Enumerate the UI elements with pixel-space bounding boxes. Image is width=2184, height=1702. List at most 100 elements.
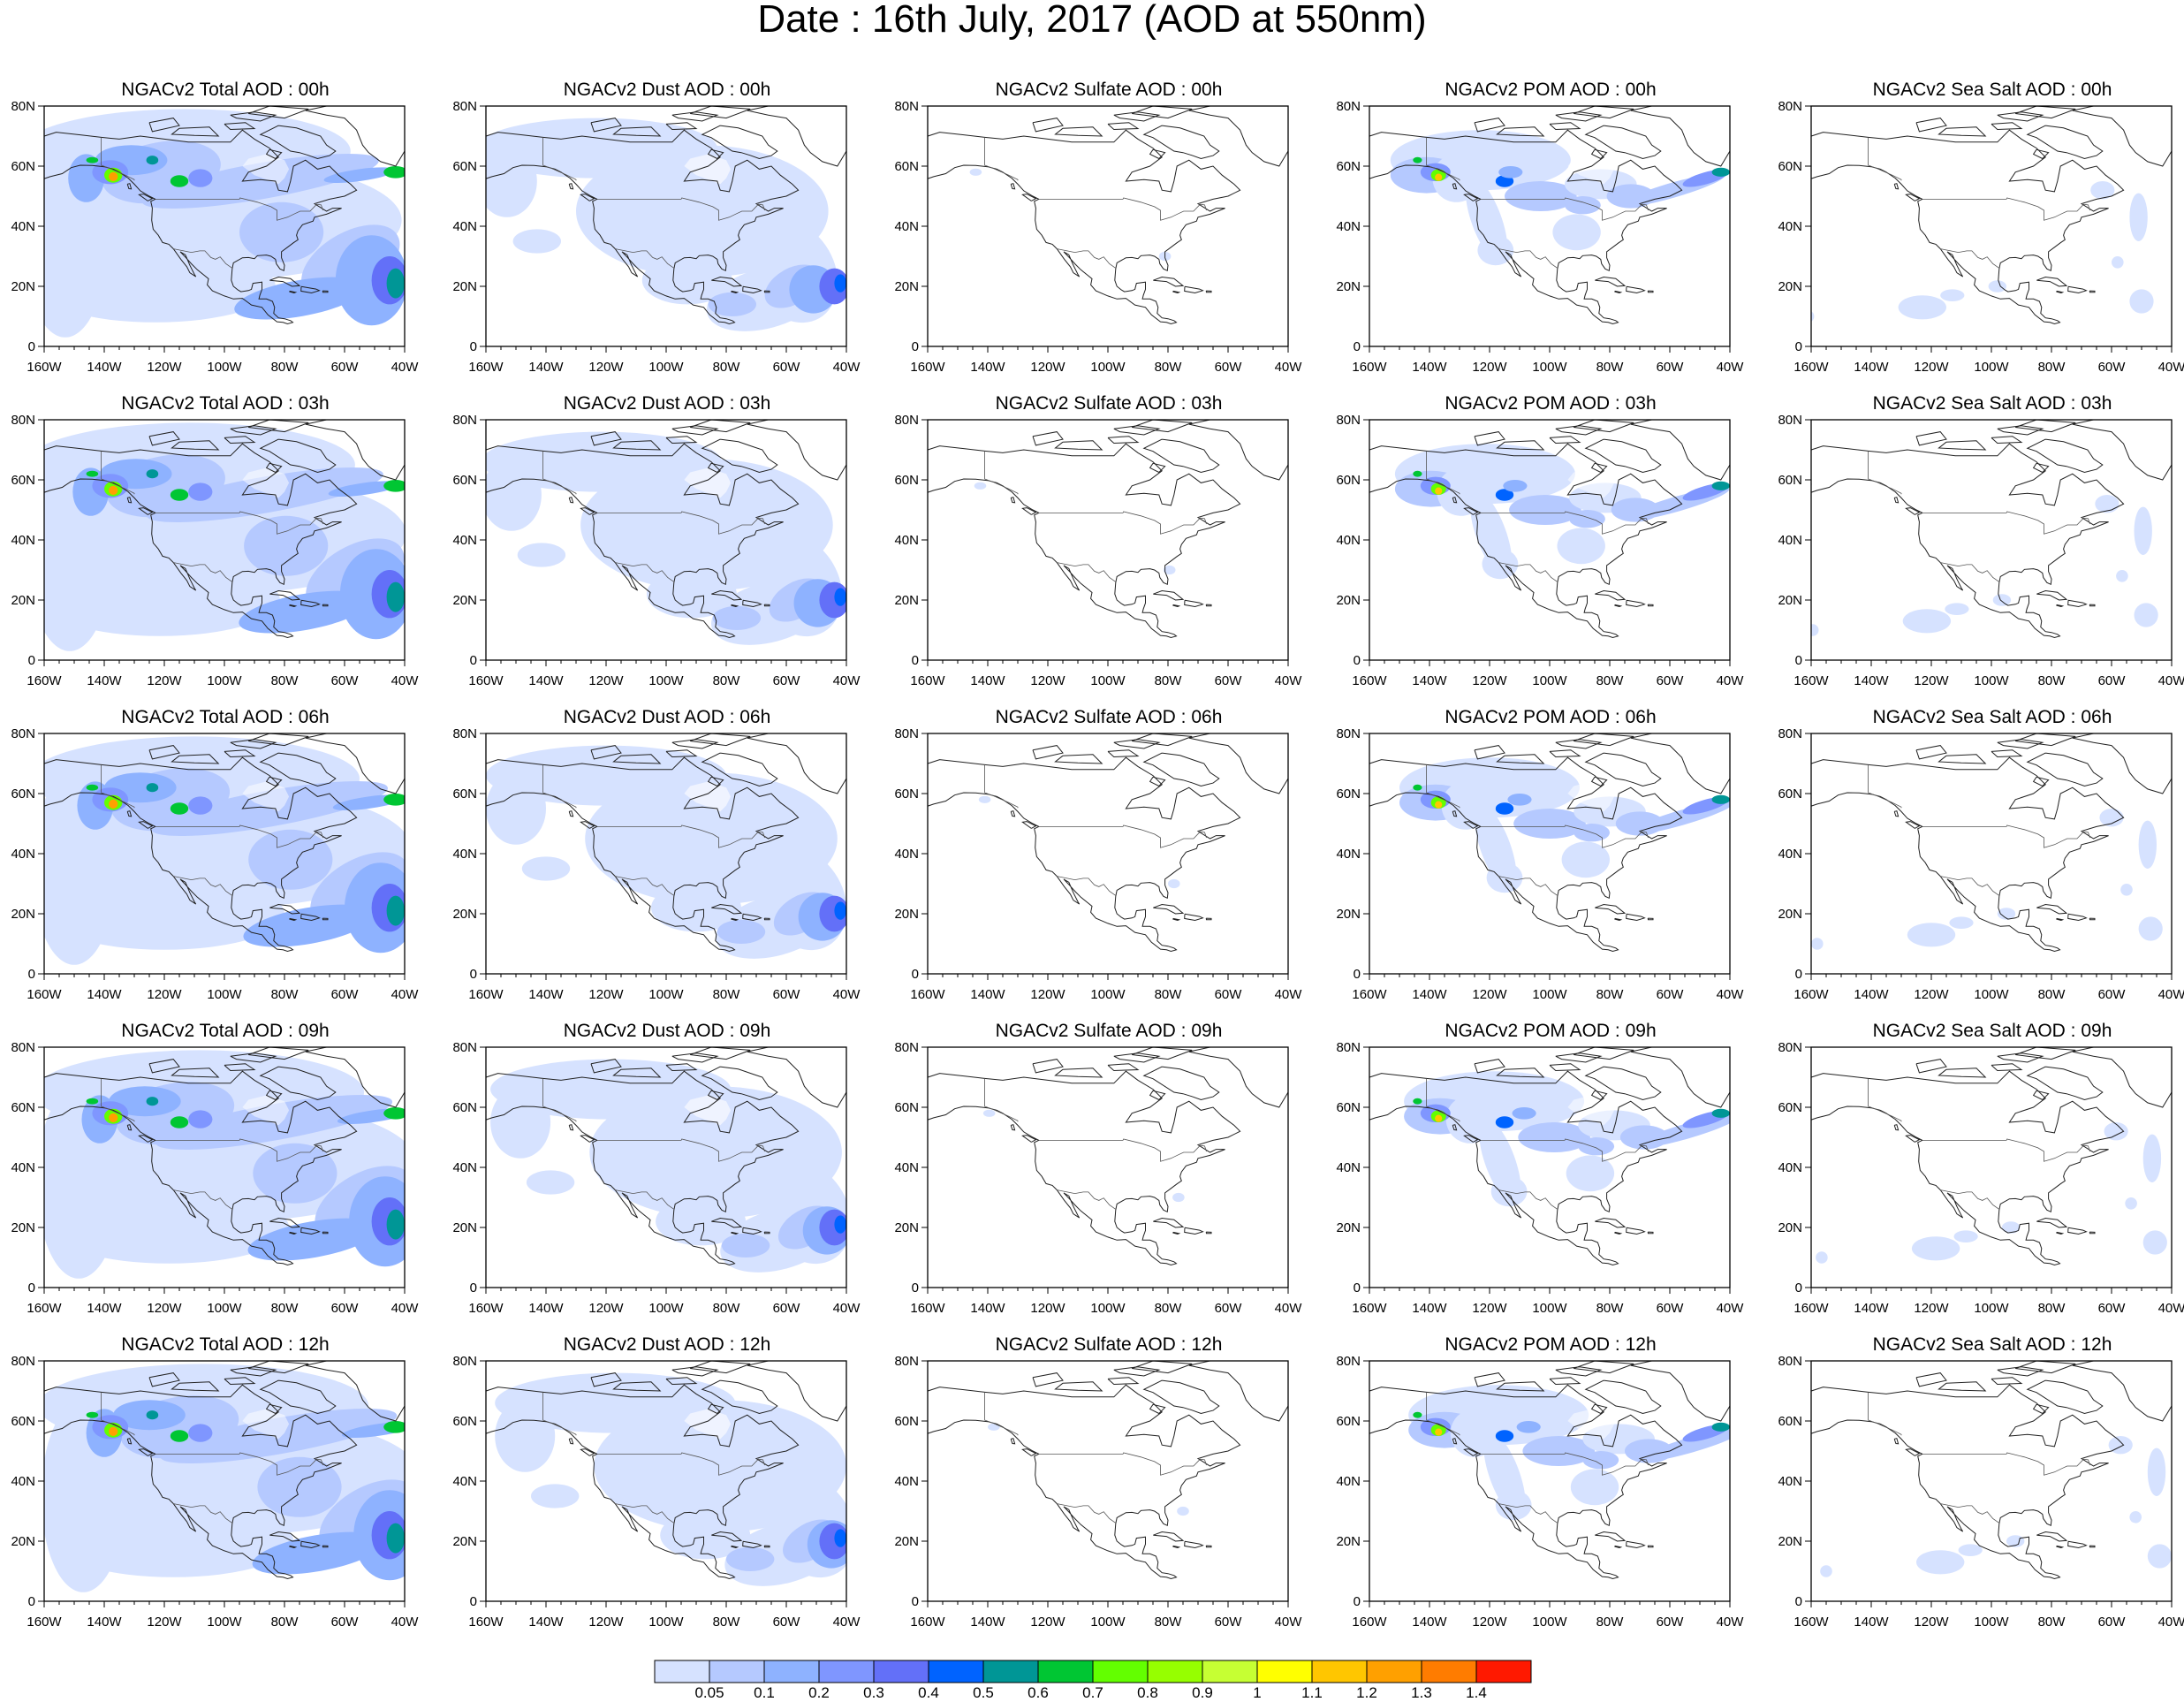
national-border (101, 764, 135, 809)
coastline (1172, 1231, 1181, 1235)
coastlines (486, 1047, 846, 1266)
lon-tick-label: 40W (2158, 1301, 2184, 1316)
lon-tick-label: 140W (1412, 987, 1447, 1002)
coastline (763, 604, 770, 607)
coastline (259, 1066, 337, 1101)
aod-region (1638, 1428, 1730, 1462)
colorbar-swatch (654, 1660, 710, 1683)
coastline (707, 148, 724, 160)
coastline (1474, 1372, 1505, 1387)
aod-region (86, 470, 99, 477)
aod-region (1177, 1506, 1189, 1516)
coastline (1107, 749, 1140, 758)
national-border (1426, 1392, 1460, 1436)
national-border (101, 137, 135, 181)
coastline (701, 438, 778, 474)
lat-tick-label: 60N (452, 1100, 477, 1115)
lon-tick-label: 80W (2038, 360, 2066, 375)
coastline (711, 276, 743, 287)
lon-tick-label: 80W (713, 1301, 741, 1316)
coastline (731, 1545, 739, 1549)
coastline (1205, 604, 1212, 607)
lon-tick-label: 80W (2038, 987, 2066, 1002)
coastline (300, 1227, 321, 1235)
national-border (1922, 1452, 2090, 1476)
national-border (101, 1078, 135, 1122)
coastline (1647, 1231, 1654, 1235)
lat-tick-label: 80N (11, 413, 35, 428)
lon-tick-label: 100W (1090, 360, 1126, 375)
colorbar-labels: 0.05 0.1 0.2 0.3 0.4 0.5 0.6 0.7 0.8 0.9 1 1.1 1.2 1.… (654, 1684, 1531, 1702)
lat-tick-label: 80N (894, 413, 919, 428)
national-border (1038, 197, 1207, 221)
coastline (1142, 1066, 1220, 1101)
coastline (1132, 733, 1193, 747)
coastline (1626, 1227, 1646, 1235)
lat-tick-label: 80N (1336, 413, 1361, 428)
lon-tick-label: 60W (2098, 1615, 2127, 1630)
coastline (1142, 438, 1220, 474)
coastline (612, 440, 662, 451)
aod-region (109, 1113, 118, 1122)
coastline (1021, 1448, 1037, 1456)
map-plot: 0 20N 40N 60N 80N 160W 140W 120W 100W 80W 60W 40W (1778, 1040, 2184, 1316)
lat-tick-label: 60N (1778, 1414, 1802, 1429)
national-border (596, 197, 765, 221)
panel-title: NGACv2 Dust AOD : 09h (563, 1021, 771, 1041)
aod-region (1578, 1137, 1615, 1156)
coastline (690, 733, 751, 747)
aod-region (146, 469, 159, 479)
coastline (690, 1047, 751, 1060)
lon-tick-label: 100W (1974, 1301, 2009, 1316)
national-border (1038, 511, 1207, 535)
aod-region (486, 118, 717, 179)
panel-title: NGACv2 Dust AOD : 00h (563, 80, 771, 100)
panel-title: NGACv2 Sulfate AOD : 06h (995, 707, 1223, 727)
colorbar-label: 1.2 (1356, 1684, 1377, 1701)
aod-region (2142, 1134, 2162, 1182)
aod-field (486, 431, 846, 645)
aod-region (2116, 570, 2128, 582)
panel-title: NGACv2 POM AOD : 12h (1445, 1334, 1657, 1355)
coastline (1915, 745, 1947, 760)
colorbar-label: 1.4 (1466, 1684, 1487, 1701)
aod-region (1811, 311, 1815, 322)
aod-region (2147, 1544, 2172, 1569)
coastline (1811, 756, 2125, 953)
national-border (542, 1078, 577, 1122)
colorbar-label: 1.3 (1411, 1684, 1432, 1701)
lat-tick-label: 20N (1778, 1534, 1802, 1549)
national-border (1480, 197, 1649, 221)
coastline (665, 1377, 698, 1386)
coastline (1811, 1070, 2125, 1266)
lat-tick-label: 60N (894, 1414, 919, 1429)
aod-region (386, 268, 405, 299)
lon-tick-label: 140W (1412, 1615, 1447, 1630)
lat-tick-label: 60N (11, 786, 35, 802)
coastline (1555, 1052, 1603, 1063)
lat-tick-label: 20N (894, 907, 919, 922)
coastline (1938, 440, 1987, 451)
national-border (1939, 1189, 2000, 1211)
national-border (1480, 824, 1649, 848)
lat-tick-label: 0 (1795, 653, 1802, 668)
coastline (1549, 749, 1581, 758)
coastline (1132, 420, 1193, 433)
national-border (984, 137, 1019, 181)
coastline (690, 106, 751, 119)
aod-field (1394, 444, 1730, 580)
colorbar-label: 0.8 (1137, 1684, 1158, 1701)
coastline (2032, 148, 2050, 160)
aod-region (1902, 609, 1952, 634)
coastline (248, 420, 309, 433)
lat-tick-label: 40N (452, 1474, 477, 1489)
aod-region (2138, 916, 2163, 941)
lat-tick-label: 40N (452, 219, 477, 234)
lon-tick-label: 40W (1717, 987, 1745, 1002)
lat-tick-label: 60N (452, 473, 477, 488)
coastline (1113, 111, 1161, 122)
lat-tick-label: 20N (894, 1534, 919, 1549)
national-border (1038, 1452, 1207, 1476)
aod-field (1816, 1122, 2167, 1264)
map-plot: 0 20N 40N 60N 80N 160W 140W 120W 100W 80W 60W 40W (894, 1040, 1302, 1316)
